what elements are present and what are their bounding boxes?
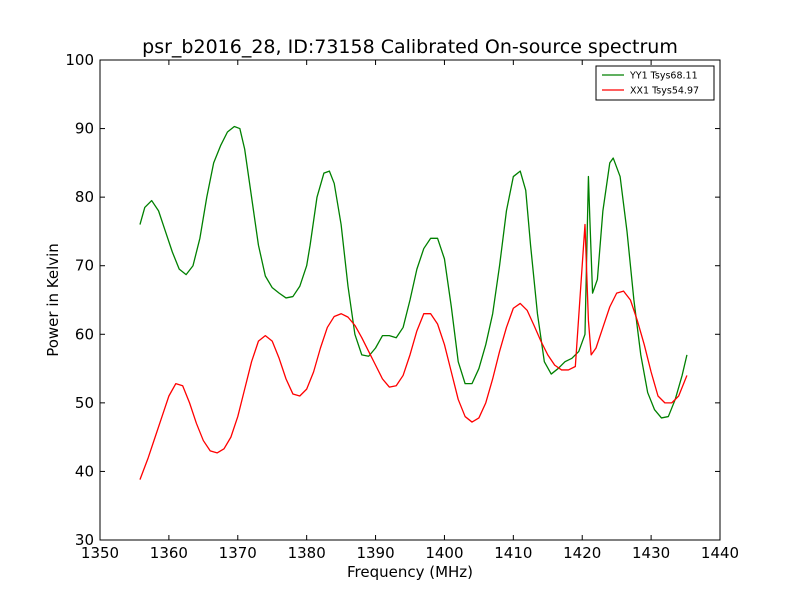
- x-tick-label: 1430: [632, 544, 670, 562]
- legend-box: [595, 65, 715, 101]
- x-tick-label: 1360: [150, 544, 188, 562]
- x-tick-label: 1350: [81, 544, 119, 562]
- x-tick-label: 1440: [701, 544, 739, 562]
- x-tick-label: 1390: [356, 544, 394, 562]
- chart-title: psr_b2016_28, ID:73158 Calibrated On-sou…: [142, 36, 678, 58]
- y-tick-label: 90: [75, 120, 94, 138]
- x-tick-label: 1380: [288, 544, 326, 562]
- x-axis: 1350 1360 1370 1380 1390 1400 1410 1420 1430 1440: [81, 60, 739, 562]
- x-tick-label: 1400: [425, 544, 463, 562]
- x-tick-label: 1370: [219, 544, 257, 562]
- x-tick-label: 1420: [563, 544, 601, 562]
- legend-label-xx1: XX1 Tsys54.97: [630, 86, 699, 97]
- y-tick-label: 60: [75, 325, 94, 343]
- legend-label-yy1: YY1 Tsys68.11: [629, 71, 698, 82]
- y-tick-label: 80: [75, 188, 94, 206]
- y-tick-label: 100: [65, 51, 94, 69]
- y-tick-label: 30: [75, 531, 94, 549]
- legend: YY1 Tsys68.11 XX1 Tsys54.97: [595, 65, 715, 101]
- x-axis-label: Frequency (MHz): [347, 563, 473, 581]
- series-layer: [139, 125, 688, 480]
- series-line-yy1: [139, 125, 688, 419]
- plot-frame: [99, 59, 721, 541]
- y-tick-label: 50: [75, 394, 94, 412]
- series-line-xx1: [139, 223, 688, 480]
- y-axis: 30 40 50 60 70 80 90 100: [65, 51, 720, 549]
- y-tick-label: 70: [75, 257, 94, 275]
- y-tick-label: 40: [75, 462, 94, 480]
- x-tick-label: 1410: [494, 544, 532, 562]
- y-axis-label: Power in Kelvin: [44, 243, 62, 357]
